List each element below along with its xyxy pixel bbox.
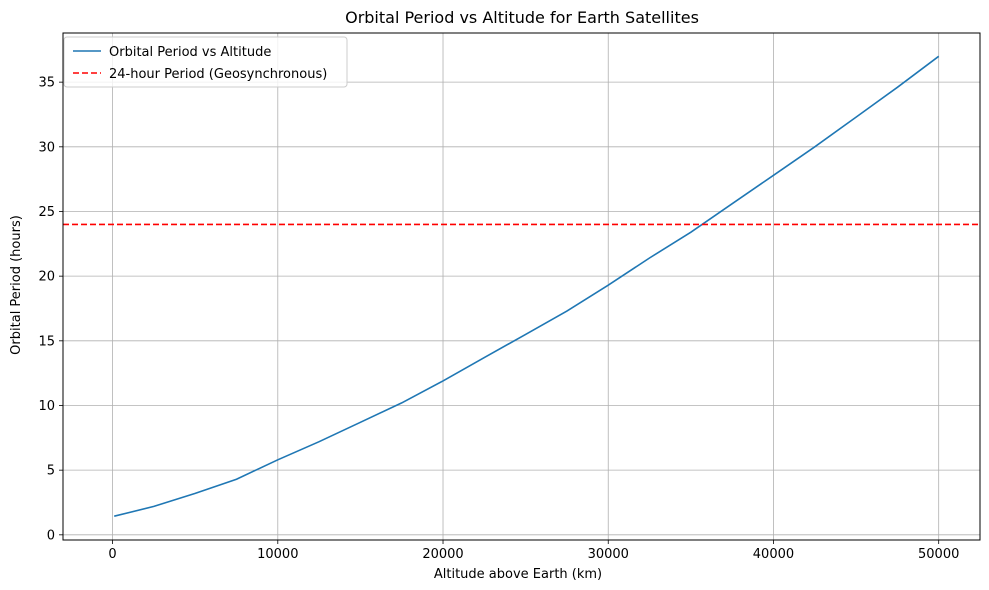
chart-title: Orbital Period vs Altitude for Earth Sat… <box>345 8 699 27</box>
legend: Orbital Period vs Altitude 24-hour Perio… <box>63 36 348 88</box>
y-tick-label: 15 <box>38 334 55 349</box>
x-axis-ticks: 0 10000 20000 30000 40000 50000 <box>108 540 959 562</box>
legend-box <box>63 36 348 88</box>
x-axis-label: Altitude above Earth (km) <box>434 567 602 582</box>
y-tick-label: 5 <box>47 464 55 479</box>
x-tick-label: 10000 <box>257 547 298 562</box>
legend-label-period: Orbital Period vs Altitude <box>109 45 271 60</box>
series-layer <box>63 55 980 517</box>
legend-label-geosync: 24-hour Period (Geosynchronous) <box>109 67 327 82</box>
y-tick-label: 0 <box>47 528 55 543</box>
series-line-orbital-period <box>114 55 940 517</box>
y-tick-label: 30 <box>38 140 55 155</box>
x-tick-label: 40000 <box>753 547 794 562</box>
y-axis-ticks: 0 5 10 15 20 25 30 35 <box>38 76 63 543</box>
x-tick-label: 30000 <box>588 547 629 562</box>
x-tick-label: 20000 <box>422 547 463 562</box>
y-tick-label: 25 <box>38 205 55 220</box>
x-tick-label: 0 <box>108 547 116 562</box>
y-axis-label: Orbital Period (hours) <box>9 215 24 355</box>
x-tick-label: 50000 <box>918 547 959 562</box>
y-tick-label: 10 <box>38 399 55 414</box>
y-tick-label: 20 <box>38 270 55 285</box>
y-tick-label: 35 <box>38 76 55 91</box>
grid <box>63 33 980 540</box>
plot-frame <box>62 32 981 541</box>
